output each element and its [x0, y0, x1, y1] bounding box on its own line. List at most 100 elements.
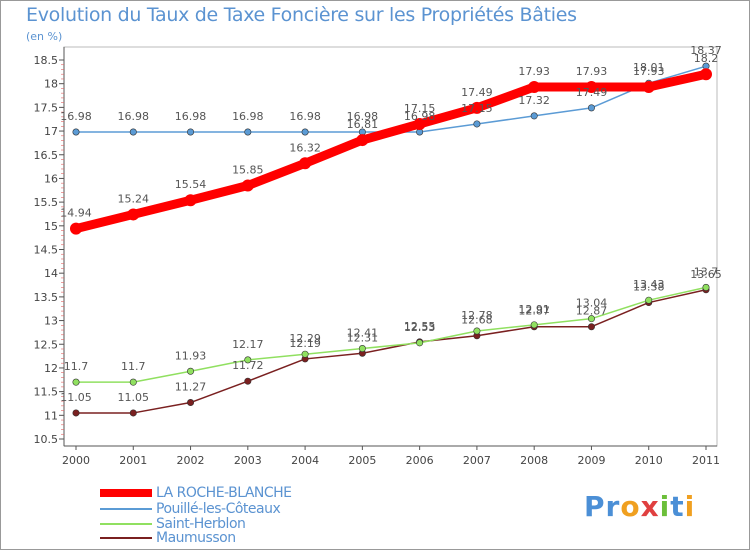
- plot-area: [63, 46, 718, 447]
- y-tick-label: 15: [44, 220, 58, 233]
- data-point: [299, 157, 312, 170]
- data-point: [645, 296, 653, 304]
- data-label: 12.17: [232, 338, 264, 351]
- data-label: 11.7: [121, 360, 146, 373]
- data-point: [301, 128, 309, 136]
- x-tick-label: 2001: [119, 454, 147, 467]
- data-point: [700, 68, 712, 81]
- data-point: [129, 128, 137, 136]
- x-tick-label: 2008: [520, 454, 548, 467]
- data-point: [473, 327, 481, 335]
- data-label: 11.27: [175, 381, 207, 394]
- data-label: 12.19: [289, 337, 321, 350]
- data-label: 13.65: [690, 268, 722, 281]
- data-point: [129, 409, 137, 417]
- data-label: 16.98: [118, 110, 150, 123]
- legend-item: Pouillé-les-Côteaux: [100, 502, 281, 516]
- data-label: 12.91: [518, 303, 550, 316]
- data-label: 11.7: [64, 360, 89, 373]
- x-tick-label: 2011: [692, 454, 720, 467]
- data-label: 16.98: [232, 110, 264, 123]
- data-label: 13.43: [633, 278, 665, 291]
- data-point: [587, 323, 595, 331]
- data-point: [72, 409, 80, 417]
- data-point: [413, 117, 426, 130]
- chart-title: Evolution du Taux de Taxe Foncière sur l…: [26, 4, 577, 26]
- data-label: 17.49: [576, 86, 608, 99]
- data-point: [301, 350, 309, 358]
- data-label: 13.38: [633, 281, 665, 294]
- data-point: [585, 81, 598, 94]
- data-label: 16.98: [404, 110, 436, 123]
- data-label: 15.24: [118, 192, 150, 205]
- y-tick-label: 14: [44, 267, 58, 280]
- y-tick-label: 17.5: [34, 101, 59, 114]
- y-tick-label: 16.5: [34, 149, 59, 162]
- x-tick-label: 2005: [348, 454, 376, 467]
- legend-swatch: [100, 537, 152, 539]
- data-label: 15.54: [175, 178, 207, 191]
- legend-item: Saint-Herblon: [100, 517, 246, 531]
- data-label: 17.15: [404, 102, 436, 115]
- y-tick-label: 18.5: [34, 54, 59, 67]
- data-label: 12.87: [576, 305, 608, 318]
- data-point: [127, 208, 140, 221]
- legend-swatch: [100, 508, 152, 510]
- data-point: [530, 321, 538, 329]
- data-point: [184, 194, 197, 207]
- data-label: 16.98: [347, 110, 379, 123]
- data-point: [72, 378, 80, 386]
- legend-swatch: [100, 489, 152, 497]
- data-label: 18.01: [633, 61, 665, 74]
- y-tick-label: 17: [44, 125, 58, 138]
- data-label: 16.98: [60, 110, 92, 123]
- data-label: 12.78: [461, 309, 493, 322]
- data-label: 14.94: [60, 207, 92, 220]
- data-point: [241, 179, 254, 192]
- legend-item: Maumusson: [100, 531, 236, 545]
- data-label: 16.32: [289, 141, 321, 154]
- data-point: [187, 367, 195, 375]
- data-label: 12.87: [518, 305, 550, 318]
- data-point: [702, 283, 710, 291]
- data-label: 16.98: [175, 110, 207, 123]
- x-tick-label: 2009: [577, 454, 605, 467]
- data-label: 17.93: [633, 65, 665, 78]
- data-point: [358, 345, 366, 353]
- y-tick-label: 12.5: [34, 338, 59, 351]
- data-point: [416, 339, 424, 347]
- data-label: 12.55: [404, 320, 436, 333]
- x-tick-label: 2006: [406, 454, 434, 467]
- y-axis-unit: (en %): [26, 30, 63, 43]
- data-point: [356, 134, 369, 147]
- data-label: 13.7: [694, 265, 719, 278]
- data-label: 11.93: [175, 349, 207, 362]
- data-point: [244, 377, 252, 385]
- data-label: 18.37: [690, 44, 722, 57]
- x-tick-label: 2007: [463, 454, 491, 467]
- y-tick-label: 10.5: [34, 433, 59, 446]
- data-label: 15.85: [232, 164, 264, 177]
- data-point: [587, 104, 595, 112]
- data-label: 18.2: [694, 52, 719, 65]
- legend-label: LA ROCHE-BLANCHE: [156, 485, 292, 501]
- data-label: 17.32: [518, 94, 550, 107]
- y-tick-label: 13: [44, 315, 58, 328]
- y-tick-label: 15.5: [34, 196, 59, 209]
- proxiti-logo: Proxiti: [584, 490, 696, 523]
- y-tick-label: 16: [44, 172, 58, 185]
- data-label: 16.81: [347, 118, 379, 131]
- data-label: 17.49: [461, 86, 493, 99]
- series-line: [75, 65, 707, 133]
- x-tick-label: 2002: [177, 454, 205, 467]
- legend-swatch: [100, 523, 152, 525]
- x-tick-label: 2004: [291, 454, 319, 467]
- data-point: [244, 128, 252, 136]
- y-tick-label: 18: [44, 78, 58, 91]
- data-label: 11.05: [60, 391, 92, 404]
- series-line: [71, 69, 711, 234]
- data-point: [187, 399, 195, 407]
- data-label: 17.93: [576, 65, 608, 78]
